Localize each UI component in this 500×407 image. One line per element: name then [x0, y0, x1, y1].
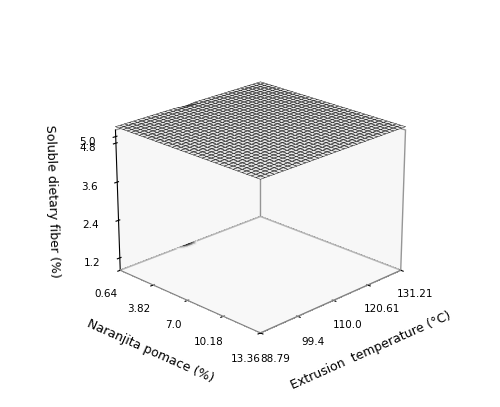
X-axis label: Extrusion  temperature (°C): Extrusion temperature (°C): [288, 309, 453, 392]
Y-axis label: Naranjita pomace (%): Naranjita pomace (%): [85, 317, 216, 385]
